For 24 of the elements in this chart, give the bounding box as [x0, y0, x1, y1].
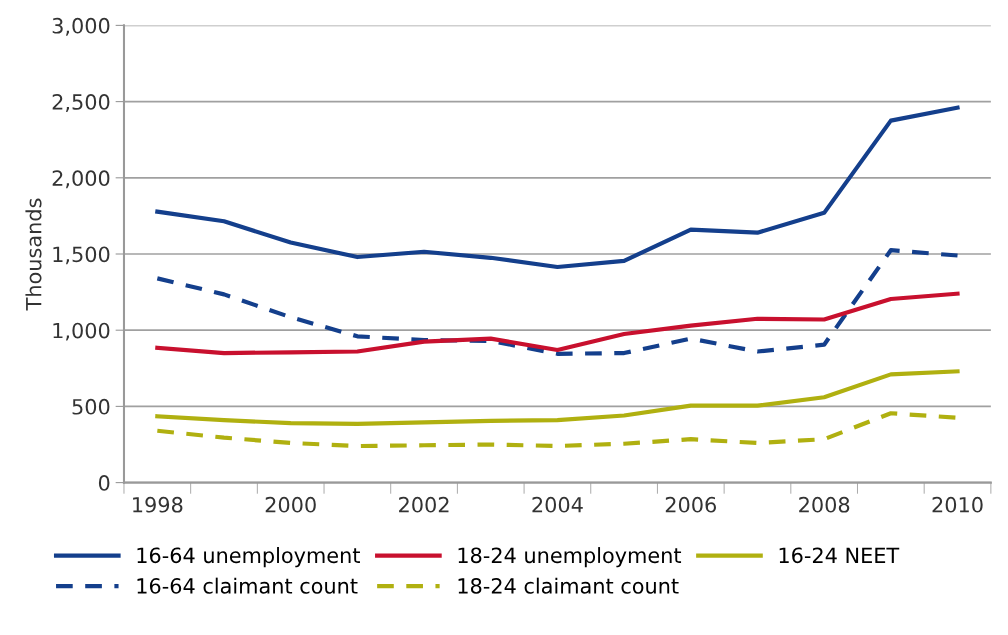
legend-label: 18-24 claimant count — [458, 577, 679, 594]
line-series — [155, 369, 960, 427]
legend-label: 16-64 claimant count — [137, 577, 358, 594]
y-tick-label: 500 — [72, 398, 110, 415]
x-tick-label: 2006 — [665, 496, 716, 513]
y-tick-label: 0 — [98, 475, 110, 491]
line-series — [155, 248, 960, 356]
x-tick-label: 2008 — [799, 496, 850, 513]
y-tick-label: 3,000 — [52, 17, 110, 36]
y-tick-label: 1,500 — [53, 246, 110, 265]
legend-label: 16-24 NEET — [779, 547, 900, 564]
y-axis-title: Thousands — [25, 198, 42, 311]
y-tick-label: 2,500 — [52, 94, 110, 112]
x-tick-label: 2002 — [399, 496, 449, 513]
y-tick-label: 2,000 — [52, 170, 110, 189]
line-series — [155, 105, 960, 270]
x-tick-label: 2000 — [265, 496, 316, 513]
x-tick-label: 1998 — [133, 496, 183, 513]
legend-label: 16-64 unemployment — [137, 547, 360, 568]
y-tick-label: 1,000 — [53, 322, 110, 341]
x-tick-label: 2010 — [932, 496, 983, 513]
x-tick-label: 2004 — [532, 496, 583, 513]
legend-label: 18-24 unemployment — [458, 547, 682, 568]
line-series — [155, 291, 960, 356]
